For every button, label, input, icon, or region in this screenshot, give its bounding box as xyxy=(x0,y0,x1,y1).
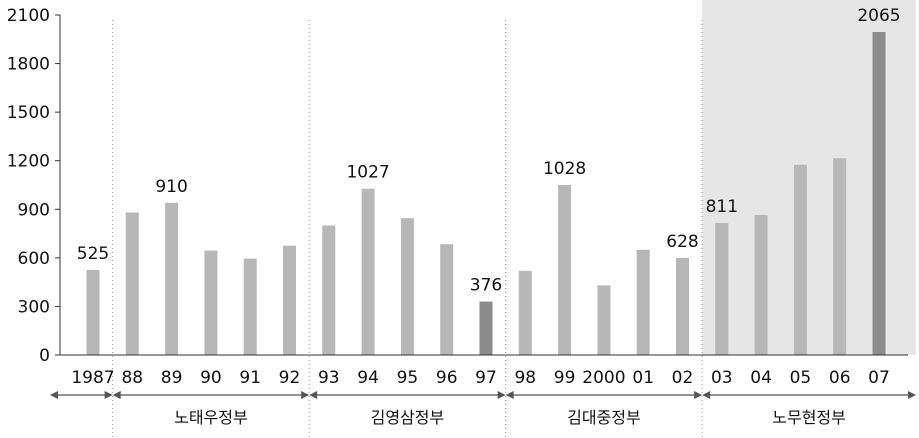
arrowhead-left xyxy=(702,391,711,399)
period-label: 김대중정부 xyxy=(567,408,641,427)
x-tick-label: 99 xyxy=(554,368,576,388)
x-tick-label: 05 xyxy=(790,368,812,388)
data-label: 628 xyxy=(666,232,698,252)
arrowhead-right xyxy=(694,391,703,399)
data-label: 811 xyxy=(706,197,738,217)
arrowhead-left xyxy=(50,391,58,399)
bar-97 xyxy=(479,301,493,355)
y-tick-label: 1800 xyxy=(7,55,50,75)
y-tick-label: 300 xyxy=(18,297,50,317)
bar-06 xyxy=(833,158,847,355)
data-label: 1027 xyxy=(346,163,389,183)
x-tick-label: 06 xyxy=(829,368,851,388)
x-tick-label: 92 xyxy=(279,368,301,388)
y-tick-label: 1500 xyxy=(7,103,50,123)
y-tick-label: 900 xyxy=(18,200,50,220)
bar-98 xyxy=(518,270,532,355)
bar-04 xyxy=(754,214,768,355)
bar-1987 xyxy=(86,270,100,355)
data-label: 2065 xyxy=(857,6,900,26)
bar-95 xyxy=(400,218,414,355)
data-label: 910 xyxy=(155,177,187,197)
bar-93 xyxy=(322,225,336,355)
x-tick-label: 1987 xyxy=(71,368,114,388)
x-tick-label: 90 xyxy=(200,368,222,388)
x-tick-label: 89 xyxy=(161,368,183,388)
period-label: 노태우정부 xyxy=(174,408,248,427)
bar-layer xyxy=(86,32,886,355)
x-tick-label: 94 xyxy=(357,368,379,388)
arrowhead-right xyxy=(301,391,310,399)
y-tick-label: 2100 xyxy=(7,6,50,26)
bar-05 xyxy=(793,164,807,355)
arrowhead-right xyxy=(497,391,506,399)
x-tick-label: 95 xyxy=(397,368,419,388)
data-label: 1028 xyxy=(543,159,586,179)
arrowhead-right xyxy=(908,391,916,399)
x-tick-label: 02 xyxy=(672,368,694,388)
bar-96 xyxy=(440,244,454,355)
y-tick-label: 0 xyxy=(39,346,50,366)
x-tick-label: 91 xyxy=(239,368,261,388)
label-layer: 1987 88 89 90 91 92 93 94 95 96 97 98 99 2000 01 02 03 04… xyxy=(71,6,900,388)
arrowhead-left xyxy=(112,391,121,399)
bar-2000 xyxy=(597,285,611,355)
x-tick-label: 96 xyxy=(436,368,458,388)
x-tick-label: 93 xyxy=(318,368,340,388)
bar-03 xyxy=(715,223,729,355)
x-tick-label: 03 xyxy=(711,368,733,388)
x-tick-label: 01 xyxy=(632,368,654,388)
data-label: 525 xyxy=(77,244,109,264)
bar-99 xyxy=(558,185,572,355)
x-tick-label: 04 xyxy=(750,368,772,388)
x-tick-label: 2000 xyxy=(582,368,625,388)
bar-89 xyxy=(165,202,179,355)
x-tick-label: 88 xyxy=(121,368,143,388)
y-tick-label: 1200 xyxy=(7,152,50,172)
x-tick-label: 97 xyxy=(475,368,497,388)
axis-layer: 0 300 600 900 1200 1500 1800 2100 xyxy=(7,6,908,366)
x-tick-label: 07 xyxy=(868,368,890,388)
bar-07 xyxy=(872,32,886,355)
bar-01 xyxy=(636,249,650,355)
arrowhead-right xyxy=(104,391,113,399)
x-tick-label: 98 xyxy=(514,368,536,388)
period-layer: 노태우정부 김영삼정부 김대중정부 노무현정부 xyxy=(50,391,916,427)
bar-90 xyxy=(204,250,218,355)
arrowhead-left xyxy=(505,391,514,399)
arrowhead-left xyxy=(309,391,318,399)
bar-02 xyxy=(676,257,689,355)
bar-94 xyxy=(361,188,375,355)
period-label: 노무현정부 xyxy=(772,408,846,427)
bar-88 xyxy=(125,212,139,355)
data-label: 376 xyxy=(470,276,502,296)
period-label: 김영삼정부 xyxy=(371,408,445,427)
y-tick-label: 600 xyxy=(18,249,50,269)
period-divider-layer xyxy=(112,20,703,438)
bar-92 xyxy=(283,245,296,355)
bar-91 xyxy=(243,258,257,355)
